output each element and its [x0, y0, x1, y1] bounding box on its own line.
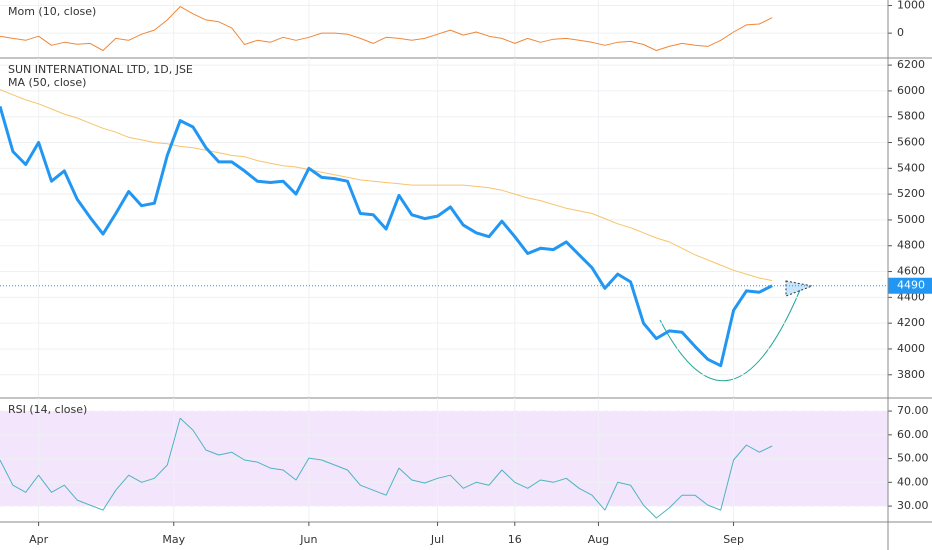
panel-title: SUN INTERNATIONAL LTD, 1D, JSE [8, 63, 193, 76]
flag-drawing [785, 280, 814, 297]
panel-title: Mom (10, close) [8, 5, 96, 18]
y-tick-label: 0 [897, 26, 904, 39]
last-price-label: 4490 [897, 279, 925, 292]
y-tick-label: 5000 [897, 213, 925, 226]
legend-entry: MA (50, close) [8, 76, 86, 89]
x-tick-label: Aug [588, 533, 609, 546]
y-tick-label: 4800 [897, 239, 925, 252]
x-tick-label: Apr [29, 533, 49, 546]
y-tick-label: 50.00 [897, 452, 929, 465]
price-line [0, 105, 773, 368]
y-tick-label: 30.00 [897, 499, 929, 512]
x-tick-label: May [162, 533, 185, 546]
x-tick-label: Jun [299, 533, 317, 546]
y-tick-label: 5400 [897, 161, 925, 174]
y-tick-label: 5200 [897, 187, 925, 200]
y-tick-label: 40.00 [897, 475, 929, 488]
y-tick-label: 70.00 [897, 404, 929, 417]
y-tick-label: 3800 [897, 368, 925, 381]
rsi-line [0, 417, 773, 519]
y-tick-label: 60.00 [897, 428, 929, 441]
y-tick-label: 4200 [897, 316, 925, 329]
momentum-line [0, 6, 773, 51]
last-price-box [888, 277, 932, 294]
x-tick-label: 16 [508, 533, 522, 546]
y-tick-label: 6000 [897, 84, 925, 97]
y-tick-label: 1000 [897, 0, 925, 12]
y-tick-label: 4600 [897, 265, 925, 278]
y-tick-label: 5600 [897, 136, 925, 149]
x-tick-label: Sep [723, 533, 744, 546]
y-tick-label: 6200 [897, 58, 925, 71]
y-tick-label: 4000 [897, 342, 925, 355]
panel-title: RSI (14, close) [8, 403, 87, 416]
x-tick-label: Jul [430, 533, 444, 546]
y-tick-label: 5800 [897, 110, 925, 123]
ma-line [0, 89, 773, 282]
